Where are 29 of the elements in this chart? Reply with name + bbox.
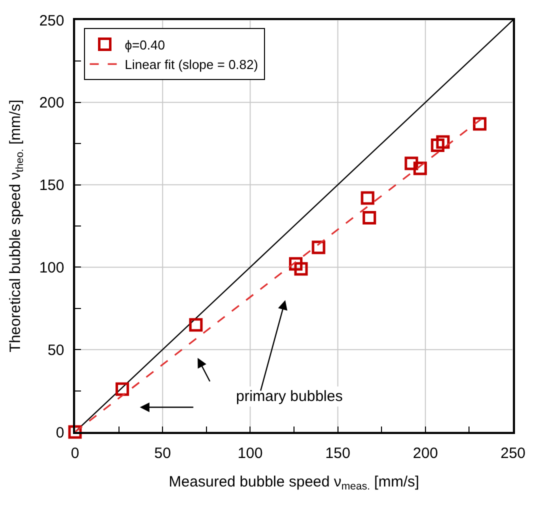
point <box>436 135 450 149</box>
y-tick-label: 0 <box>56 424 64 442</box>
x-axis-title: Measured bubble speed ν$_{meas.}$ [mm/s] <box>168 473 420 492</box>
annotation: primary bubbles <box>236 388 343 405</box>
point <box>472 117 486 131</box>
x-tick-label: 200 <box>412 444 438 462</box>
legend-label: ϕ=0.40 <box>124 37 165 52</box>
point <box>404 156 418 170</box>
point <box>189 318 203 332</box>
point <box>68 425 82 439</box>
point <box>430 138 444 152</box>
point <box>294 262 308 276</box>
point <box>360 191 374 205</box>
y-tick-label: 250 <box>39 12 64 30</box>
x-tick-label: 150 <box>325 444 350 462</box>
point <box>413 162 427 176</box>
y-tick-label: 150 <box>39 177 64 194</box>
x-tick-label: 250 <box>500 444 526 462</box>
y-tick-label: 200 <box>39 94 64 112</box>
legend-label: Linear fit (slope = 0.82) <box>124 57 258 72</box>
point <box>362 211 376 225</box>
y-tick-label: 100 <box>39 259 64 276</box>
point <box>116 382 130 396</box>
x-tick-label: 100 <box>238 444 263 462</box>
y-tick-label: 50 <box>48 342 64 359</box>
x-tick-label: 50 <box>154 444 171 462</box>
x-tick-label: 0 <box>70 444 80 462</box>
point <box>312 240 326 254</box>
point <box>289 257 302 271</box>
